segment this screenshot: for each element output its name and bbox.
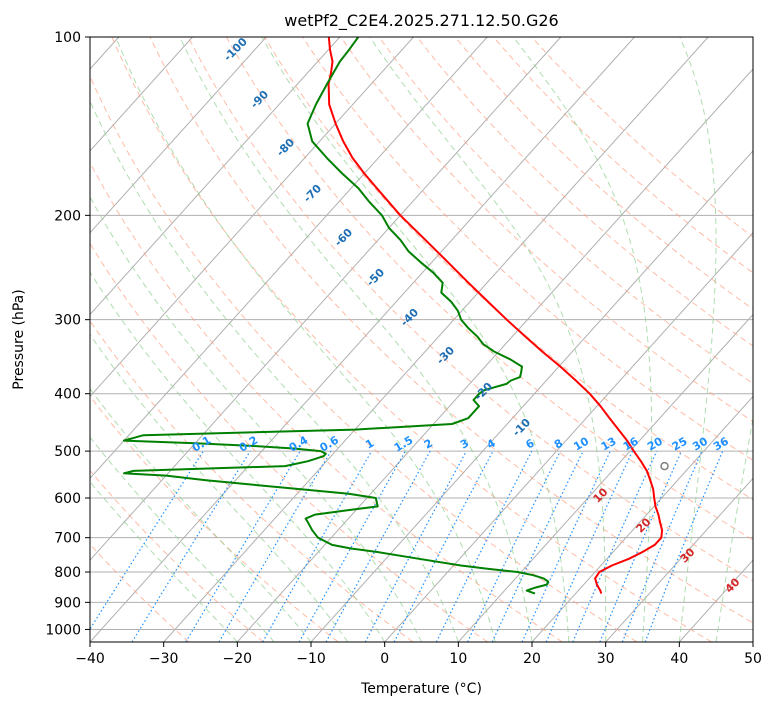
mixing-ratio-line-16 [621,450,703,642]
temperature-line [327,37,664,594]
moist-adiabat-45 [715,415,753,642]
isotherm--100 [90,37,193,152]
moist-adiabat-20 [179,37,533,642]
moist-adiabat-15 [115,37,496,642]
dry-adiabat-40 [111,37,712,642]
profiles [122,37,669,595]
mixing-ratio-line-13 [545,450,634,642]
dewpoint-line [122,37,550,595]
y-tick-label-900: 900 [54,595,81,611]
isotherm--30 [163,37,709,642]
mixing-ratio-line-0 [90,450,204,631]
y-tick-label-1000: 1000 [45,622,81,638]
mixing-ratio-line-6 [325,450,431,642]
isotherm--20 [236,68,753,642]
y-axis-title: Pressure (hPa) [11,289,27,389]
x-tick-label-30: 30 [597,651,615,667]
x-tick-label--10: −10 [296,651,326,667]
moist-adiabat--10 [90,387,312,642]
x-tick-label--30: −30 [149,651,179,667]
dry-adiabat--10 [90,395,339,642]
mixing-ratio-line-15 [599,450,682,642]
moist-adiabat-25 [261,37,570,642]
mixing-ratio-line-9 [435,450,533,642]
dry-adiabat-120 [416,37,753,347]
moist-adiabat--20 [90,481,238,642]
isotherm--40 [90,37,635,642]
plot-frame [89,36,754,643]
y-tick-label-800: 800 [54,565,81,581]
y-tick-label-500: 500 [54,444,81,460]
y-tick-label-700: 700 [54,531,81,547]
moist-adiabat-35 [513,37,653,642]
moist-adiabat-40 [678,37,717,642]
isotherm--10 [310,150,753,642]
dry-adiabat--20 [90,469,264,642]
moist-adiabat-10 [90,99,459,642]
y-tick-label-300: 300 [54,313,81,329]
mixing-ratio-line-14 [572,450,658,642]
lcl-marker [660,461,669,471]
isotherm--50 [90,37,562,561]
x-tick-label-0: 0 [380,651,389,667]
y-tick-label-400: 400 [54,387,81,403]
x-tick-label--40: −40 [75,651,105,667]
mixing-ratio-line-7 [364,450,467,642]
isotherm-0 [384,232,753,642]
moist-adiabat-30 [369,37,607,642]
isotherm--90 [90,37,267,234]
dry-adiabat-20 [90,161,563,642]
x-tick-label-20: 20 [523,651,541,667]
background-lines [90,37,753,642]
isotherm--80 [90,37,341,316]
dry-adiabat-10 [90,242,488,642]
x-axis-title: Temperature (°C) [360,681,482,697]
isotherm-10 [457,313,753,642]
moist-adiabat--5 [90,333,349,642]
isotherm--70 [90,37,414,398]
chart-title: wetPf2_C2E4.2025.271.12.50.G26 [284,11,558,31]
dry-adiabat-50 [149,37,753,624]
isotherm--60 [90,37,488,480]
dry-adiabat-0 [90,320,414,642]
isotherm-20 [531,395,753,642]
x-tick-label--20: −20 [223,651,253,667]
y-tick-label-600: 600 [54,491,81,507]
dry-adiabat-130 [454,37,753,310]
dry-adiabat--30 [90,543,190,642]
x-tick-label-50: 50 [744,651,762,667]
isotherm-30 [605,477,753,642]
mixing-ratio-line-17 [644,450,724,642]
x-tick-label-40: 40 [670,651,688,667]
y-tick-label-100: 100 [54,30,81,46]
moist-adiabat-0 [90,271,386,642]
mixing-ratio-line-1 [131,450,251,642]
x-tick-label-10: 10 [449,651,467,667]
axis-ticks: −40 −30 −20 −10 0 10 20 30 40 50 100 200 300 400 500 60… [45,30,762,667]
moist-adiabat--15 [90,436,275,642]
mixing-ratio-line-5 [298,450,406,642]
y-tick-label-200: 200 [54,208,81,224]
